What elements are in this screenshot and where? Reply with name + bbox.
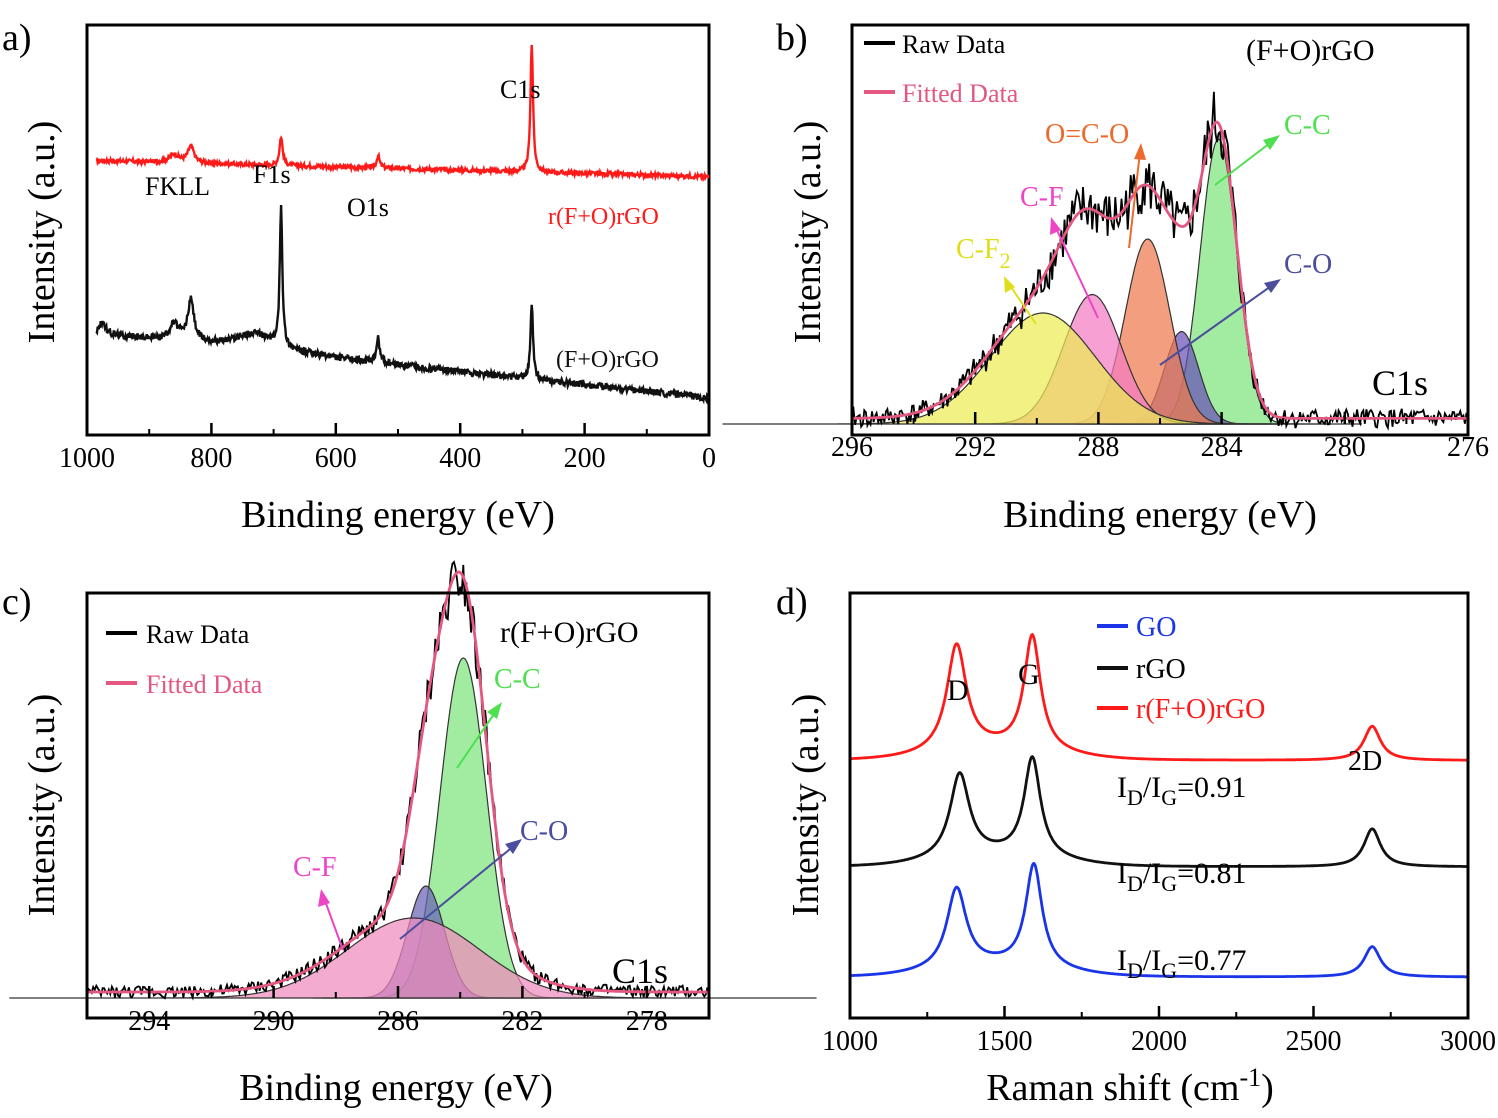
x-tick-label: 288 <box>1077 432 1119 463</box>
peak-label-g: G <box>1018 658 1040 691</box>
component-peak-c-f2 <box>722 312 1362 425</box>
panel-c-component-fills <box>9 657 817 999</box>
series-line-r-f-o-rgo <box>849 632 1468 762</box>
x-tick-label: 284 <box>1201 432 1243 463</box>
panel-a-y-axis-title: Intensity (a.u.) <box>21 121 63 344</box>
ratio-label-r-f-o-rgo: ID/IG=0.91 <box>1117 771 1247 810</box>
panel-b-x-ticks: 296 292 288 284 280 276 <box>831 412 1489 463</box>
panel-c-frame <box>85 591 711 1020</box>
arrow-c-c <box>456 702 502 769</box>
x-tick-label: 286 <box>377 1006 419 1037</box>
x-tick-label: 290 <box>253 1006 295 1037</box>
panel-a-label: a) <box>2 17 32 59</box>
x-tick-label: 296 <box>831 432 873 463</box>
series-line-go <box>850 862 1468 979</box>
label-c-o: C-O <box>1284 249 1332 280</box>
legend-fitted-label: Fitted Data <box>146 670 263 699</box>
component-peak-c-f <box>9 917 817 999</box>
series-label-f-o-rgo: (F+O)rGO <box>556 347 659 373</box>
panel-c-x-axis-title: Binding energy (eV) <box>239 1067 553 1109</box>
panel-b-c1s-label: C1s <box>1372 363 1428 403</box>
legend-r-f-o-rgo-label: r(F+O)rGO <box>1136 694 1265 725</box>
panel-c-label: c) <box>2 581 32 623</box>
panel-c-sample-title: r(F+O)rGO <box>500 616 639 649</box>
ratio-label-rgo: ID/IG=0.81 <box>1117 857 1247 896</box>
legend-go-label: GO <box>1136 612 1176 643</box>
panel-b-frame <box>850 23 1470 437</box>
x-tick-label: 278 <box>626 1006 668 1037</box>
x-tick-label: 294 <box>128 1006 170 1037</box>
series-label-r-f-o-rgo: r(F+O)rGO <box>548 204 659 230</box>
x-tick-label: 400 <box>439 443 481 474</box>
legend-rgo-label: rGO <box>1136 654 1186 685</box>
series-line-rgo <box>850 754 1468 868</box>
x-tick-label: 200 <box>564 443 606 474</box>
arrow-c-f2 <box>1004 276 1037 325</box>
panel-c-y-axis-title: Intensity (a.u.) <box>21 694 63 917</box>
label-c-c: C-C <box>1284 110 1331 141</box>
x-tick-label: 2000 <box>1131 1026 1187 1057</box>
panel-b-y-axis-title: Intensity (a.u.) <box>787 121 829 344</box>
x-tick-label: 600 <box>315 443 357 474</box>
label-o-c-o: O=C-O <box>1045 119 1129 150</box>
arrow-c-c <box>1214 135 1280 186</box>
panel-a-x-ticks: 1000 800 600 400 200 0 <box>59 423 716 474</box>
peak-label-fkll: FKLL <box>145 172 210 201</box>
x-tick-label: 0 <box>702 443 716 474</box>
x-tick-label: 282 <box>501 1006 543 1037</box>
panel-b-component-fills <box>722 138 1362 425</box>
label-c-c: C-C <box>494 664 541 695</box>
arrow-c-o <box>399 839 522 940</box>
panel-a: a) 1000 800 600 400 200 0 C1s F1s O1s FKLL r(… <box>2 17 716 536</box>
peak-label-o1s: O1s <box>347 193 389 222</box>
legend-raw-label: Raw Data <box>146 620 250 649</box>
fitted-data-line <box>852 120 1467 420</box>
label-c-f: C-F <box>1020 182 1064 213</box>
peak-label-d: D <box>947 674 969 707</box>
legend-fitted-label: Fitted Data <box>902 79 1019 108</box>
panel-d: d) 1000 1500 2000 2500 3000 GO rGO r(F+O)rGO… <box>776 581 1496 1109</box>
panel-c-c1s-label: C1s <box>612 951 668 991</box>
arrow-o-c-o <box>1128 143 1146 249</box>
peak-label-2d: 2D <box>1348 746 1382 777</box>
series-line-r-f-o-rgo <box>95 44 710 183</box>
panel-c-x-ticks: 294 290 286 282 278 <box>128 986 668 1037</box>
arrow-c-o <box>1159 279 1281 366</box>
arrow-c-f <box>318 889 344 951</box>
label-c-f2: C-F2 <box>956 234 1011 273</box>
x-tick-label: 800 <box>190 443 232 474</box>
arrow-c-f <box>1050 217 1099 319</box>
panel-d-y-axis-title: Intensity (a.u.) <box>785 694 827 917</box>
panel-d-x-axis-title: Raman shift (cm-1) <box>986 1063 1274 1109</box>
fitted-data-line <box>87 570 708 994</box>
x-tick-label: 276 <box>1447 432 1489 463</box>
panel-a-frame <box>85 23 711 437</box>
x-tick-label: 292 <box>954 432 996 463</box>
label-c-f: C-F <box>293 852 337 883</box>
series-line-f-o-rgo <box>95 204 710 405</box>
panel-a-x-axis-title: Binding energy (eV) <box>241 494 555 536</box>
legend-raw-label: Raw Data <box>902 30 1006 59</box>
peak-label-f1s: F1s <box>253 160 291 189</box>
x-tick-label: 2500 <box>1286 1026 1342 1057</box>
panel-b-x-axis-title: Binding energy (eV) <box>1003 494 1317 536</box>
ratio-label-go: ID/IG=0.77 <box>1117 944 1247 983</box>
panel-b: b) 296 292 288 284 280 276 Raw Data Fitted Da… <box>722 17 1489 536</box>
x-tick-label: 1000 <box>822 1026 878 1057</box>
panel-b-label: b) <box>776 17 808 59</box>
x-tick-label: 1500 <box>977 1026 1033 1057</box>
panel-b-sample-title: (F+O)rGO <box>1246 34 1375 67</box>
x-tick-label: 280 <box>1324 432 1366 463</box>
label-c-f2-sub: 2 <box>1000 248 1011 273</box>
panel-c: c) 294 290 286 282 278 Raw Data Fitted Data … <box>2 560 817 1109</box>
panel-d-x-ticks: 1000 1500 2000 2500 3000 <box>822 1006 1496 1057</box>
label-c-f2-main: C-F <box>956 234 1000 265</box>
panel-d-label: d) <box>776 581 808 623</box>
label-c-o: C-O <box>520 816 568 847</box>
x-tick-label: 1000 <box>59 443 115 474</box>
x-tick-label: 3000 <box>1440 1026 1496 1057</box>
peak-label-c1s: C1s <box>500 75 540 104</box>
